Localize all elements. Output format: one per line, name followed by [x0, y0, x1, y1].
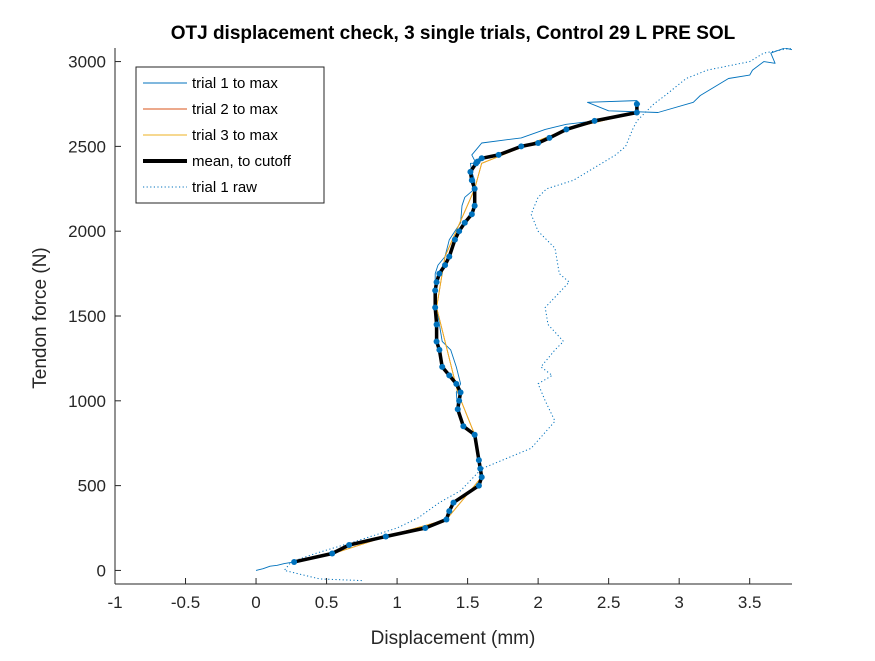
data-point-marker	[436, 346, 443, 353]
y-tick-label: 1000	[68, 392, 106, 411]
data-point-marker	[460, 423, 467, 430]
data-point-marker	[471, 202, 478, 209]
data-point-marker	[329, 550, 336, 557]
data-point-marker	[453, 380, 460, 387]
x-tick-label: 0.5	[315, 593, 339, 612]
data-point-marker	[450, 499, 457, 506]
data-point-marker	[456, 397, 463, 404]
y-tick-label: 500	[78, 477, 106, 496]
data-point-marker	[442, 262, 449, 269]
data-point-marker	[382, 533, 389, 540]
data-point-marker	[433, 321, 440, 328]
data-point-marker	[468, 177, 475, 184]
data-point-marker	[633, 109, 640, 116]
data-point-marker	[474, 158, 481, 165]
y-tick-label: 2000	[68, 222, 106, 241]
data-point-marker	[433, 279, 440, 286]
data-point-marker	[633, 100, 640, 107]
data-point-marker	[433, 338, 440, 345]
x-tick-label: 2	[533, 593, 542, 612]
legend-label: trial 1 raw	[192, 179, 257, 196]
data-point-marker	[546, 134, 553, 141]
y-axis-label: Tendon force (N)	[30, 247, 51, 389]
y-tick-label: 2500	[68, 137, 106, 156]
data-point-marker	[478, 474, 485, 481]
data-point-marker	[475, 457, 482, 464]
data-point-marker	[436, 270, 443, 277]
data-point-marker	[495, 151, 502, 158]
x-tick-label: 3	[674, 593, 683, 612]
x-tick-label: 0	[251, 593, 260, 612]
y-tick-label: 1500	[68, 307, 106, 326]
data-point-marker	[563, 126, 570, 133]
plot-area	[255, 48, 792, 582]
x-tick-label: 3.5	[738, 593, 762, 612]
x-axis-label: Displacement (mm)	[371, 628, 536, 649]
data-point-marker	[432, 287, 439, 294]
x-tick-label: -0.5	[171, 593, 200, 612]
data-point-marker	[535, 139, 542, 146]
data-point-marker	[591, 117, 598, 124]
chart-title: OTJ displacement check, 3 single trials,…	[171, 23, 736, 44]
y-tick-label: 0	[97, 561, 106, 580]
data-point-marker	[446, 372, 453, 379]
axes: -1 -0.5 0 0.5 1 1.5 2 2.5 3 3.5 0 500 1000 1500 2000 25…	[68, 48, 792, 612]
legend-label: trial 1 to max	[192, 75, 278, 92]
data-point-marker	[457, 389, 464, 396]
data-point-marker	[471, 185, 478, 192]
data-point-marker	[478, 155, 485, 162]
data-point-marker	[468, 211, 475, 218]
data-point-marker	[446, 253, 453, 260]
x-tick-label: 1.5	[456, 593, 480, 612]
data-point-marker	[432, 304, 439, 311]
data-point-marker	[475, 482, 482, 489]
data-point-marker	[451, 236, 458, 243]
legend-label: mean, to cutoff	[192, 153, 292, 170]
data-point-marker	[346, 541, 353, 548]
legend-label: trial 2 to max	[192, 101, 278, 118]
data-point-marker	[439, 363, 446, 370]
x-tick-label: -1	[107, 593, 122, 612]
data-point-marker	[291, 558, 298, 565]
series-line-trial-1-raw	[283, 48, 792, 582]
y-tick-label: 3000	[68, 53, 106, 72]
data-point-marker	[477, 465, 484, 472]
data-point-marker	[461, 219, 468, 226]
legend: trial 1 to max trial 2 to max trial 3 to m…	[135, 66, 325, 204]
legend-label: trial 3 to max	[192, 127, 278, 144]
data-point-marker	[446, 508, 453, 515]
data-point-marker	[454, 406, 461, 413]
data-point-marker	[467, 168, 474, 175]
series-line-mean-to-cutoff	[293, 104, 639, 564]
data-point-marker	[518, 143, 525, 150]
x-tick-label: 2.5	[597, 593, 621, 612]
data-point-marker	[443, 516, 450, 523]
x-tick-label: 1	[392, 593, 401, 612]
series-line-trial-1-to-max	[255, 48, 792, 571]
data-point-marker	[456, 228, 463, 235]
data-point-marker	[471, 431, 478, 438]
data-point-marker	[422, 525, 429, 532]
